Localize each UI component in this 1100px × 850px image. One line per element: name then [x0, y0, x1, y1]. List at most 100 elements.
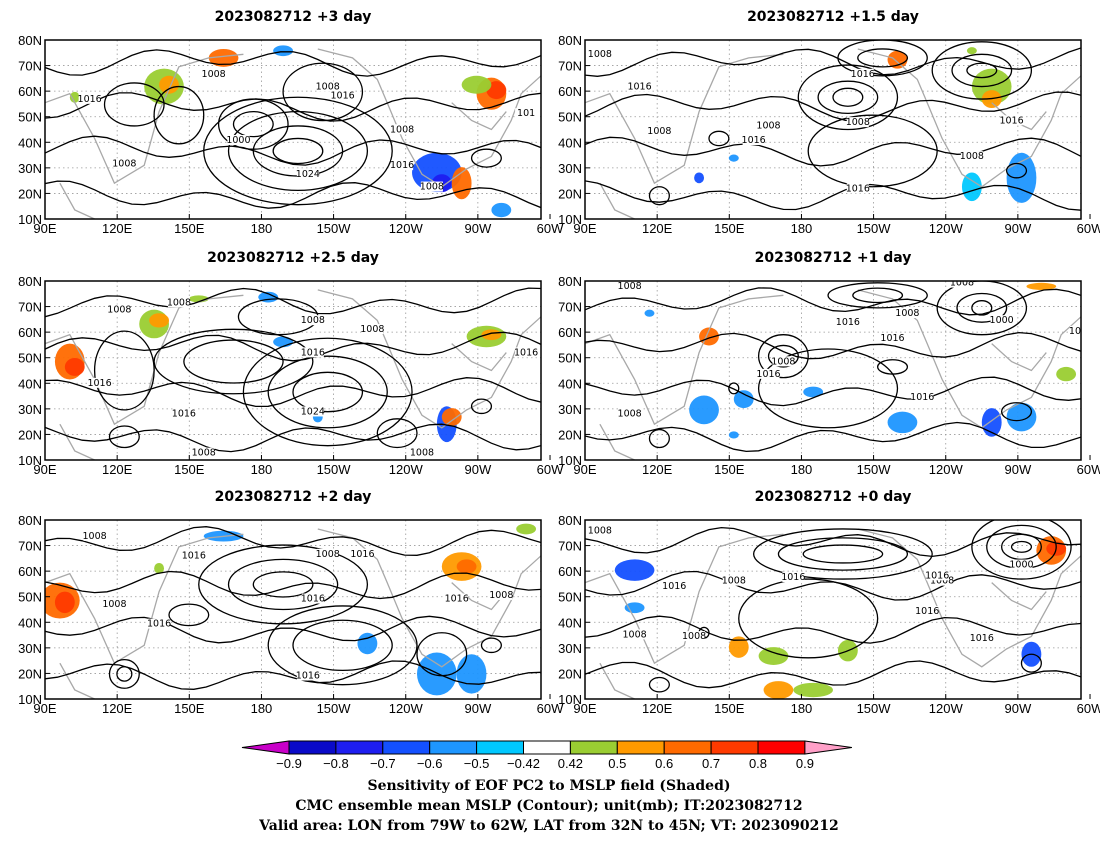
contour-label: 1000: [1009, 560, 1033, 571]
lon-tick-label: 150W: [317, 701, 352, 716]
mslp-contour: [757, 348, 899, 429]
sensitivity-patch: [154, 562, 165, 574]
mslp-contour: [470, 148, 502, 168]
map-frame: [584, 39, 1082, 220]
sensitivity-patch: [728, 636, 749, 658]
coastline: [585, 294, 784, 426]
lat-tick-label: 80N: [558, 33, 582, 48]
lon-tick-label: 120W: [389, 221, 424, 236]
lat-tick-label: 10N: [558, 453, 582, 468]
mslp-contour: [832, 87, 864, 107]
panel-title: 2023082712 +2.5 day: [207, 250, 379, 266]
lat-tick-label: 60N: [18, 84, 42, 99]
colorbar-box: [523, 740, 571, 755]
mslp-contour: [183, 339, 284, 384]
contour-label: 1008: [618, 281, 642, 292]
coastline: [59, 182, 95, 219]
contour-label-bg: [1000, 115, 1023, 126]
colorbar-tick-label: 0.9: [796, 756, 814, 771]
colorbar-box: [476, 740, 525, 755]
lon-tick-label: 90E: [33, 701, 56, 716]
map-panel-1: 2023082712 +3 day10081016100810001008101…: [18, 9, 564, 236]
sensitivity-patch: [273, 45, 293, 57]
contour-label-bg: [663, 581, 686, 592]
coastline: [857, 48, 1081, 188]
lon-tick-label: 120E: [642, 221, 673, 236]
lon-tick-label: 150E: [174, 221, 205, 236]
longitude-axis: 90E 120E 150E 180 150W 120W 90W 60W: [33, 214, 564, 236]
mslp-contour: [376, 418, 418, 449]
lon-tick-label: 150E: [714, 221, 745, 236]
mslp-contour: [198, 544, 369, 625]
colorbar-box: [429, 740, 478, 755]
caption-line-2: CMC ensemble mean MSLP (Contour); unit(m…: [295, 798, 802, 814]
lon-tick-label: 150W: [317, 462, 352, 477]
coastline: [59, 662, 95, 699]
mslp-contour: [242, 337, 413, 447]
lon-tick-label: 90W: [1004, 701, 1031, 716]
contour-label: 1008: [722, 576, 746, 587]
contour-labels: 1008 1008 1008 1016 1016 1016 1024 1008 1008 1016…: [87, 297, 538, 459]
mslp-contour: [227, 558, 339, 611]
sensitivity-patch: [64, 357, 85, 376]
lon-tick-label: 60W: [537, 221, 564, 236]
contour-label-bg: [351, 548, 374, 559]
contour-label: 1016: [390, 160, 414, 171]
sensitivity-patch: [961, 172, 982, 202]
lat-tick-label: 70N: [18, 59, 42, 74]
lat-tick-label: 30N: [558, 402, 582, 417]
contour-label-bg: [113, 158, 136, 169]
mslp-contour: [252, 571, 314, 598]
contour-label-bg: [782, 572, 805, 583]
colorbar-tick-label: −0.6: [417, 756, 443, 771]
mslp-contour: [93, 330, 155, 411]
mslp-contour: [648, 186, 670, 206]
mslp-contour: [1000, 402, 1033, 422]
contour-label-bg: [410, 447, 433, 458]
contour-label-bg: [960, 151, 983, 162]
mslp-isobar: [585, 660, 1081, 689]
mslp-isobar: [585, 47, 1081, 77]
colorbar-ticks: −0.9 −0.8 −0.7 −0.6 −0.5 −0.42 0.42 0.5 0.6 0.7 0.…: [276, 756, 814, 771]
lon-tick-label: 120E: [642, 701, 673, 716]
contour-label: 1016: [910, 392, 934, 403]
contour-label: 1016: [999, 115, 1023, 126]
lon-tick-label: 90W: [1004, 221, 1031, 236]
colorbar: −0.9 −0.8 −0.7 −0.6 −0.5 −0.42 0.42 0.5 0.6 0.7 0.…: [241, 740, 852, 771]
contour-label-bg: [772, 356, 795, 367]
lon-tick-label: 60W: [1077, 221, 1100, 236]
map-panel-4: 2023082712 +1 day10081008101610081016100…: [558, 250, 1100, 477]
lon-tick-label: 60W: [1077, 701, 1100, 716]
contour-label-bg: [391, 160, 414, 171]
lat-tick-label: 50N: [18, 110, 42, 125]
mslp-contour: [153, 85, 205, 145]
sensitivity-patch: [733, 390, 754, 409]
contour-label-bg: [78, 93, 101, 104]
contour-label: 1016: [970, 633, 994, 644]
mslp-contour: [470, 398, 493, 415]
contour-label: 1016: [742, 135, 766, 146]
mslp-isobar: [585, 376, 1081, 407]
lon-tick-label: 60W: [537, 462, 564, 477]
contour-label: 1016: [925, 570, 949, 581]
lon-tick-label: 120W: [929, 221, 964, 236]
mslp-isobar: [585, 421, 1081, 453]
mslp-contour: [480, 637, 502, 654]
lon-tick-label: 120W: [389, 462, 424, 477]
colorbar-box: [663, 740, 712, 755]
contour-label: 1008: [360, 324, 384, 335]
longitude-axis: 90E 120E 150E 180 150W 120W 90W 60W: [573, 455, 1100, 477]
lat-tick-label: 30N: [18, 641, 42, 656]
contour-label: 1008: [301, 315, 325, 326]
contour-label: 1008: [618, 408, 642, 419]
lat-tick-label: 30N: [18, 402, 42, 417]
mslp-contour: [232, 110, 274, 138]
contour-label-bg: [846, 183, 869, 194]
lon-tick-label: 120E: [642, 462, 673, 477]
mslp-isobar: [585, 91, 1081, 122]
contour-label: 1016: [756, 369, 780, 380]
lon-tick-label: 90W: [1004, 462, 1031, 477]
coastline: [45, 533, 244, 665]
sensitivity-patch: [689, 395, 719, 425]
latitude-axis: 80N 70N 60N 50N 40N 30N 20N 10N: [558, 513, 590, 707]
